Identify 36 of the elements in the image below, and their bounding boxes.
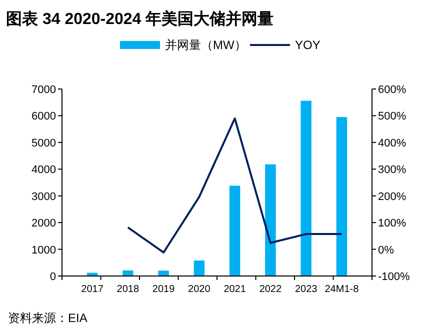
x-tick-label: 24M1-8 [324, 284, 360, 295]
y2-tick-label: 500% [378, 110, 406, 123]
y2-tick-label: 200% [378, 190, 406, 203]
y2-tick-label: 600% [378, 84, 406, 96]
y2-tick-label: 0% [378, 244, 394, 256]
x-tick-label: 2022 [259, 284, 282, 295]
bar [265, 164, 276, 276]
x-tick-label: 2023 [294, 284, 318, 295]
y-tick-label: 0 [50, 271, 56, 283]
x-tick-label: 2019 [152, 284, 176, 295]
legend-label: 并网量（MW） [165, 38, 246, 52]
y2-tick-label: 400% [378, 137, 406, 150]
y2-tick-label: 100% [378, 218, 406, 230]
bar [336, 117, 348, 276]
y-tick-label: 6000 [32, 110, 56, 123]
y-tick-label: 5000 [32, 137, 56, 150]
x-tick-label: 2017 [81, 284, 104, 295]
bar [300, 100, 312, 276]
bar [158, 270, 169, 276]
chart-title: 图表 34 2020-2024 年美国大储并网量 [6, 9, 274, 28]
y2-tick-label: 300% [378, 164, 406, 176]
x-tick-label: 2020 [188, 284, 211, 295]
y-tick-label: 1000 [32, 244, 56, 256]
y-tick-label: 7000 [32, 84, 56, 96]
bar [122, 270, 134, 276]
bar [194, 260, 205, 276]
legend-label: YOY [295, 38, 320, 52]
x-tick-label: 2021 [224, 284, 246, 295]
x-tick-label: 2018 [116, 284, 140, 295]
y-tick-label: 4000 [32, 164, 56, 176]
line-series [126, 117, 343, 254]
bar [229, 186, 240, 276]
y2-tick-label: -100% [378, 271, 410, 283]
text: 资料来源：EIA [8, 311, 88, 325]
y-tick-label: 2000 [32, 218, 56, 230]
y-tick-label: 3000 [32, 190, 56, 203]
